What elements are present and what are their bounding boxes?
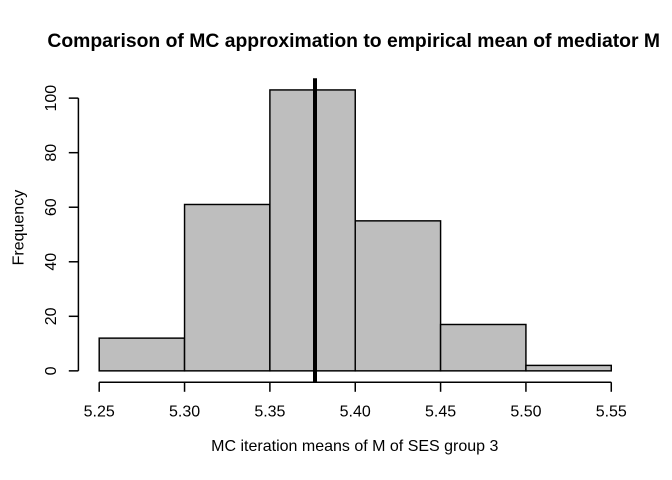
svg-text:80: 80: [43, 144, 60, 162]
svg-text:0: 0: [43, 366, 60, 375]
svg-text:5.40: 5.40: [340, 404, 371, 421]
svg-text:Comparison of MC approximation: Comparison of MC approximation to empiri…: [47, 30, 660, 52]
svg-text:60: 60: [43, 198, 60, 216]
svg-text:MC iteration means of M of SES: MC iteration means of M of SES group 3: [211, 438, 498, 455]
svg-text:5.50: 5.50: [510, 404, 541, 421]
svg-text:5.35: 5.35: [254, 404, 285, 421]
svg-text:5.30: 5.30: [169, 404, 200, 421]
svg-text:Frequency: Frequency: [11, 190, 28, 266]
svg-text:5.25: 5.25: [84, 404, 115, 421]
svg-text:5.55: 5.55: [596, 404, 627, 421]
svg-text:100: 100: [43, 85, 60, 112]
svg-text:5.45: 5.45: [425, 404, 456, 421]
svg-text:20: 20: [43, 307, 60, 325]
svg-text:40: 40: [43, 253, 60, 271]
